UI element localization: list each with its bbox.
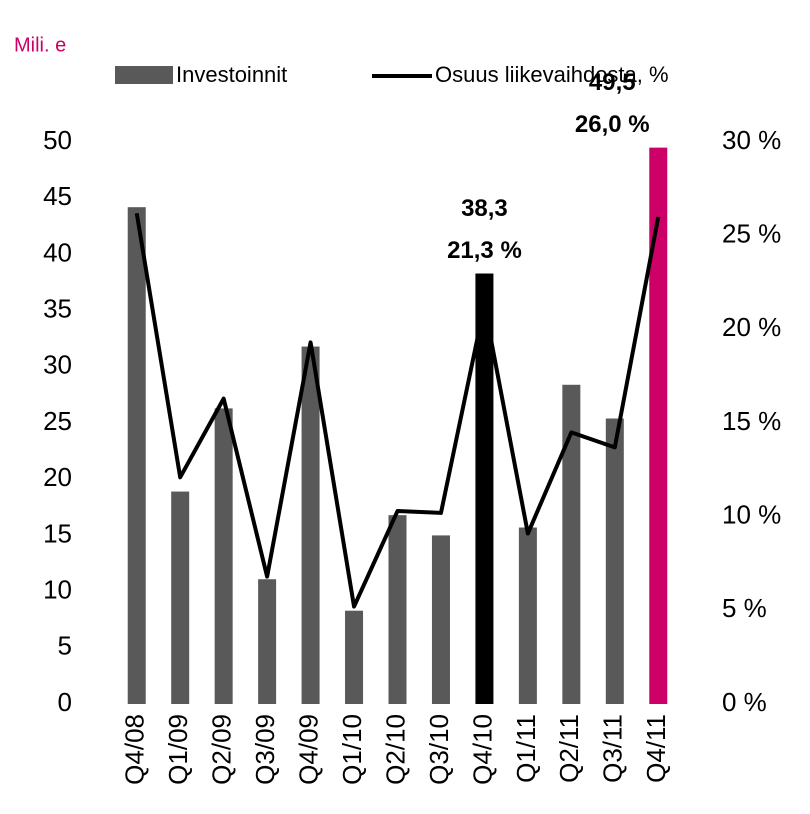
data-label: 26,0 % [575,111,650,138]
bar [605,418,624,704]
y-tick-label: 5 [58,631,72,661]
y-tick-label: 40 [43,237,72,267]
y2-tick-label: 25 % [722,219,781,249]
bar [649,147,668,704]
y2-tick-label: 20 % [722,312,781,342]
x-tick-label: Q2/11 [554,714,584,783]
bar [345,610,364,704]
y-tick-label: 20 [43,462,72,492]
bar [562,384,581,704]
y-tick-label: 50 [43,125,72,155]
y-tick-label: 10 [43,574,72,604]
unit-label: Mili. e [14,34,66,56]
bar [258,579,277,704]
x-tick-label: Q4/11 [641,714,671,783]
legend-label: Osuus liikevaihdosta, % [435,62,669,87]
data-label: 21,3 % [447,237,522,264]
x-tick-label: Q4/08 [120,714,150,785]
y2-tick-label: 5 % [722,593,767,623]
line [134,212,661,609]
bar [518,527,537,704]
bar [171,491,190,704]
y-tick-label: 30 [43,350,72,380]
bar [301,346,320,704]
y-tick-label: 15 [43,518,72,548]
y-tick-label: 35 [43,293,72,323]
x-tick-label: Q2/09 [207,714,237,785]
x-tick-label: Q3/09 [250,714,280,785]
y-tick-label: 45 [43,181,72,211]
x-tick-label: Q1/11 [511,714,541,783]
x-tick-label: Q3/11 [598,714,628,783]
x-tick-label: Q2/10 [380,714,410,785]
x-tick-label: Q1/10 [337,714,367,785]
bar [214,408,233,704]
y-tick-label: 25 [43,406,72,436]
y2-tick-label: 0 % [722,687,767,717]
bar [127,207,146,704]
y2-tick-label: 15 % [722,406,781,436]
legend-label: Investoinnit [176,62,287,87]
data-label: 49,5 [589,69,636,96]
y-tick-label: 0 [58,687,72,717]
x-tick-label: Q4/10 [467,714,497,785]
x-tick-label: Q4/09 [293,714,323,785]
y2-tick-label: 30 % [722,125,781,155]
y2-tick-label: 10 % [722,500,781,530]
data-label: 38,3 [461,195,508,222]
legend-swatch [115,66,173,84]
x-tick-label: Q3/10 [424,714,454,785]
x-tick-label: Q1/09 [163,714,193,785]
bar [431,535,450,704]
bar [388,515,407,704]
bar [475,273,494,704]
